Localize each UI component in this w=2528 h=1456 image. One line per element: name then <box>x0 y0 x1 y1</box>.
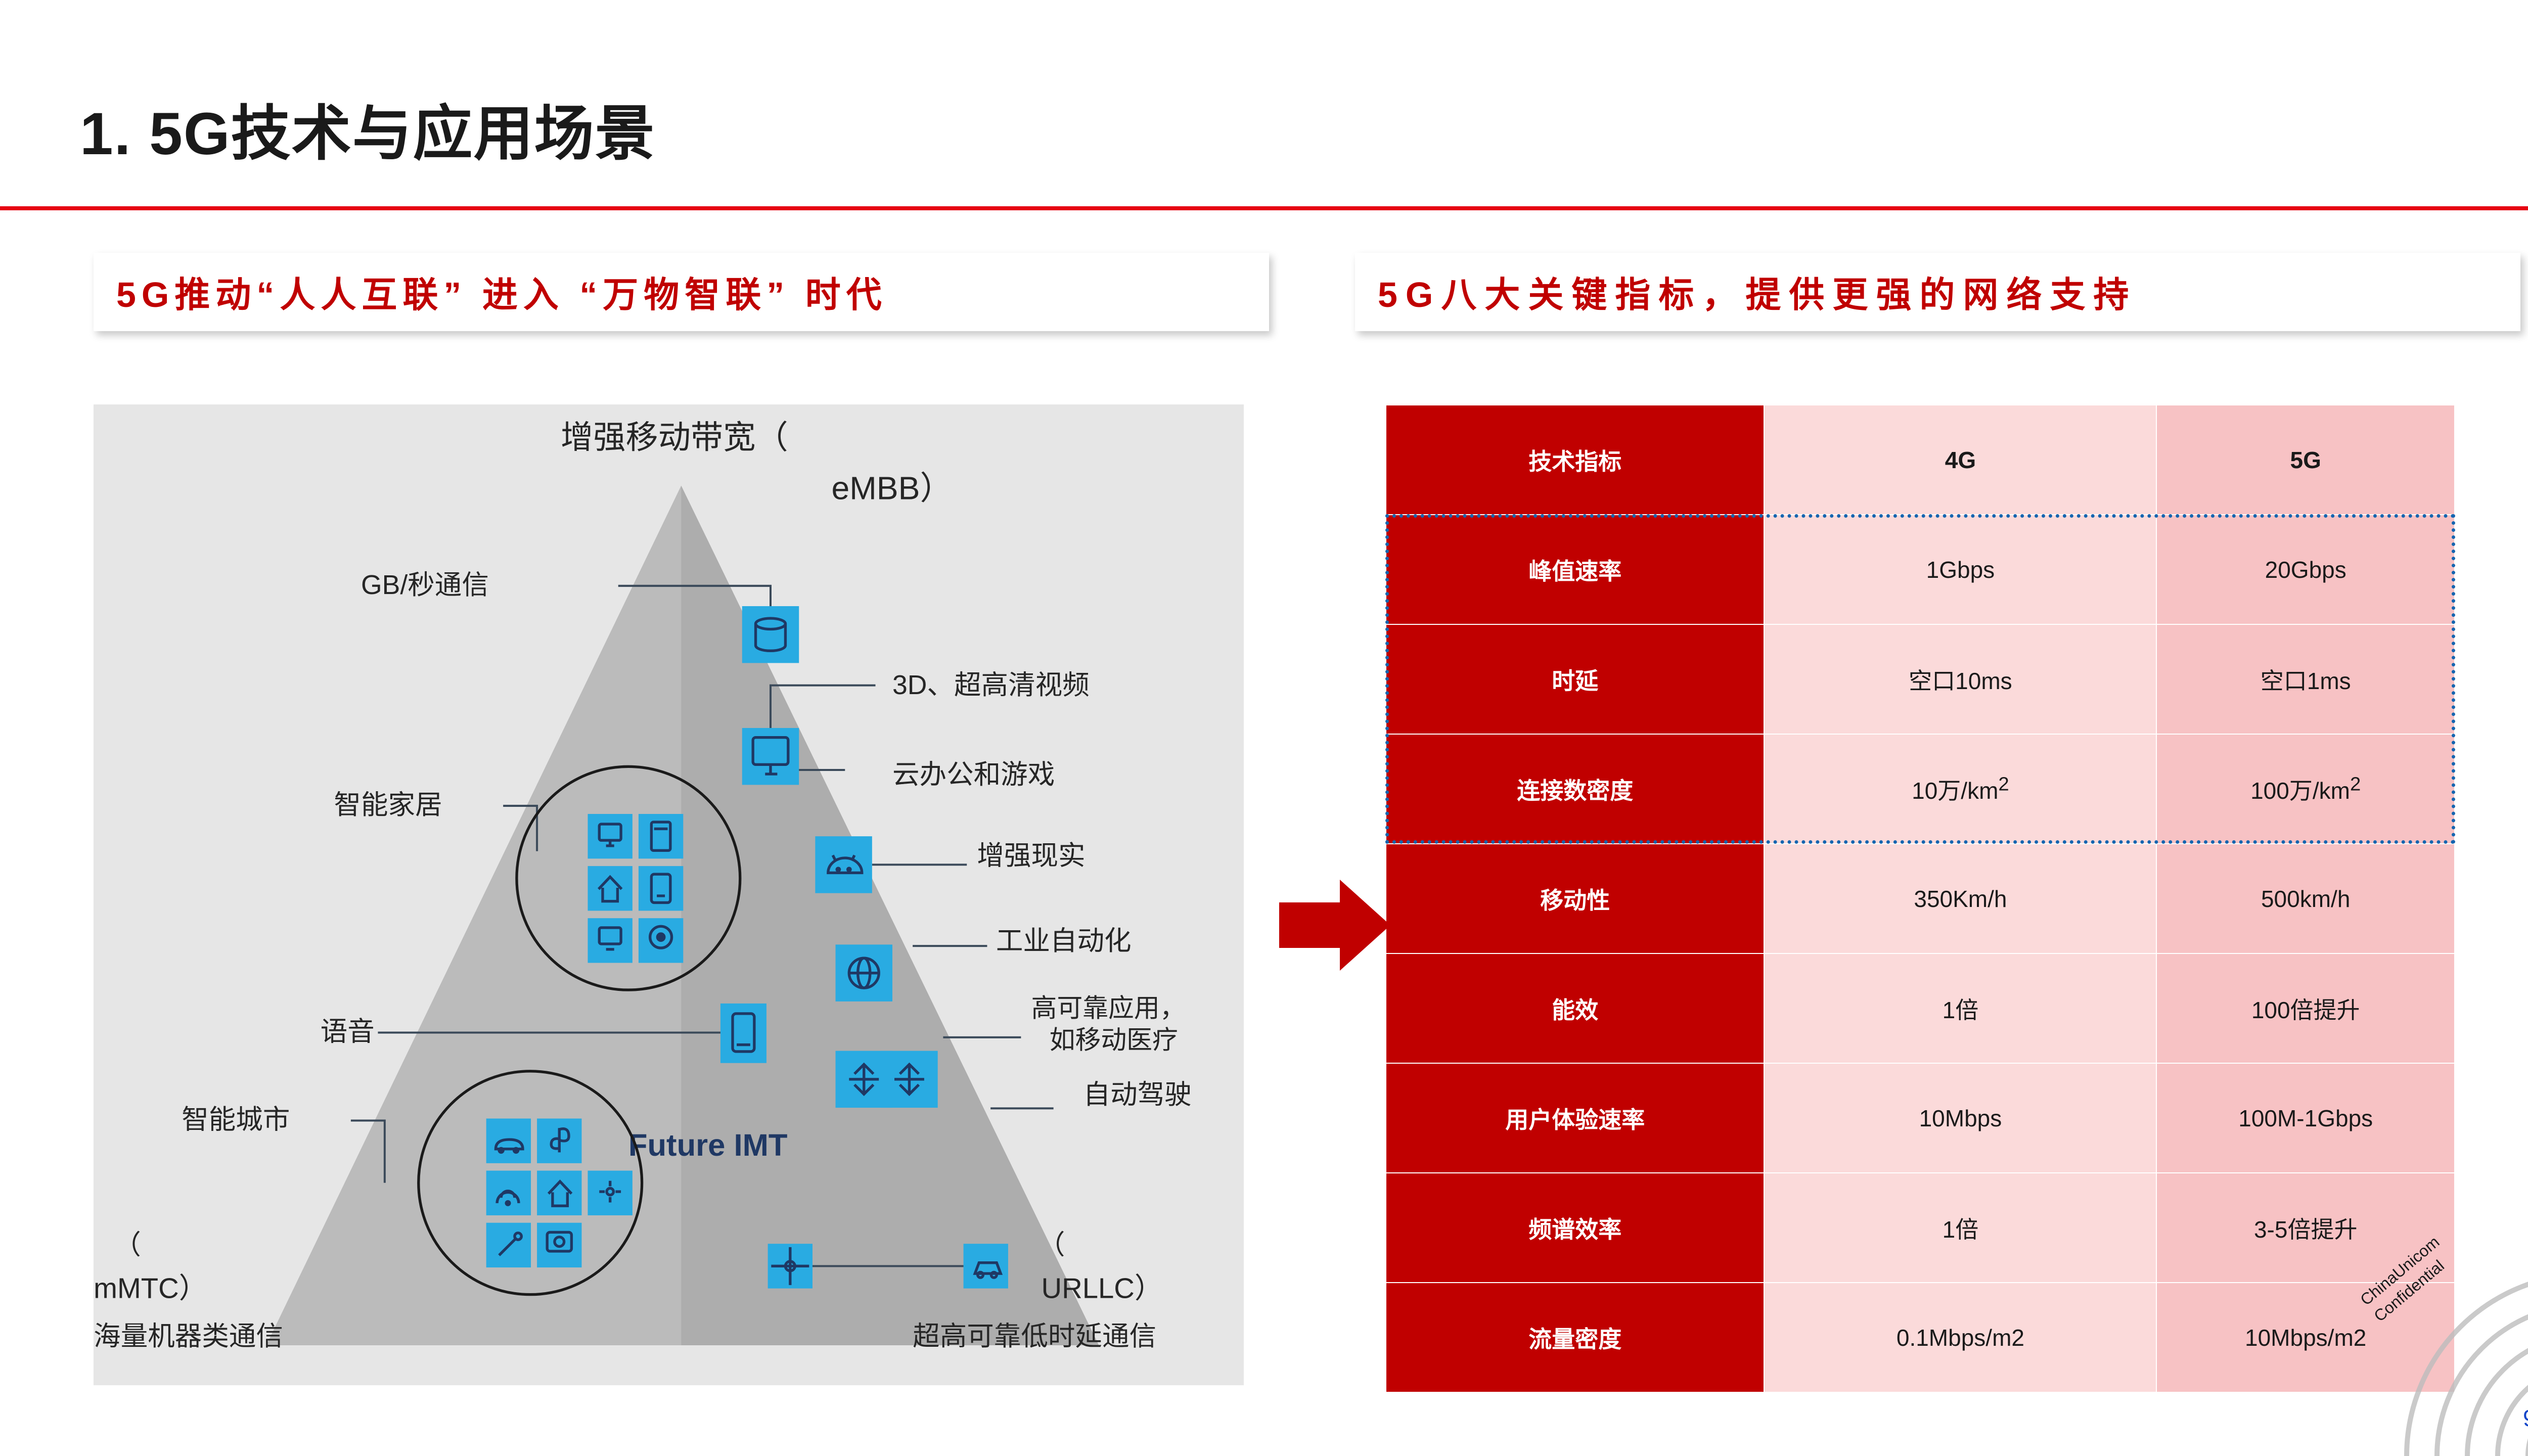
svg-text:如移动医疗: 如移动医疗 <box>1050 1026 1178 1055</box>
svg-text:云办公和游戏: 云办公和游戏 <box>892 760 1055 790</box>
svg-text:工业自动化: 工业自动化 <box>996 926 1132 956</box>
svg-text:语音: 语音 <box>321 1017 375 1047</box>
svg-text:URLLC）: URLLC） <box>1042 1272 1163 1304</box>
svg-text:超高可靠低时延通信: 超高可靠低时延通信 <box>913 1322 1156 1351</box>
svg-text:GB/秒通信: GB/秒通信 <box>361 570 489 600</box>
svg-text:Future IMT: Future IMT <box>628 1128 788 1163</box>
svg-text:智能城市: 智能城市 <box>182 1105 290 1135</box>
svg-text:增强移动带宽（: 增强移动带宽（ <box>561 419 788 456</box>
svg-text:mMTC）: mMTC） <box>94 1272 207 1304</box>
svg-text:3D、超高清视频: 3D、超高清视频 <box>892 670 1090 700</box>
svg-text:eMBB）: eMBB） <box>831 470 952 506</box>
svg-text:自动驾驶: 自动驾驶 <box>1084 1080 1192 1110</box>
svg-text:高可靠应用，: 高可靠应用， <box>1031 994 1185 1023</box>
svg-text:增强现实: 增强现实 <box>977 841 1085 871</box>
svg-text:（: （ <box>1038 1230 1065 1260</box>
svg-text:智能家居: 智能家居 <box>334 790 442 820</box>
svg-text:（: （ <box>114 1230 141 1260</box>
svg-text:海量机器类通信: 海量机器类通信 <box>94 1322 283 1351</box>
